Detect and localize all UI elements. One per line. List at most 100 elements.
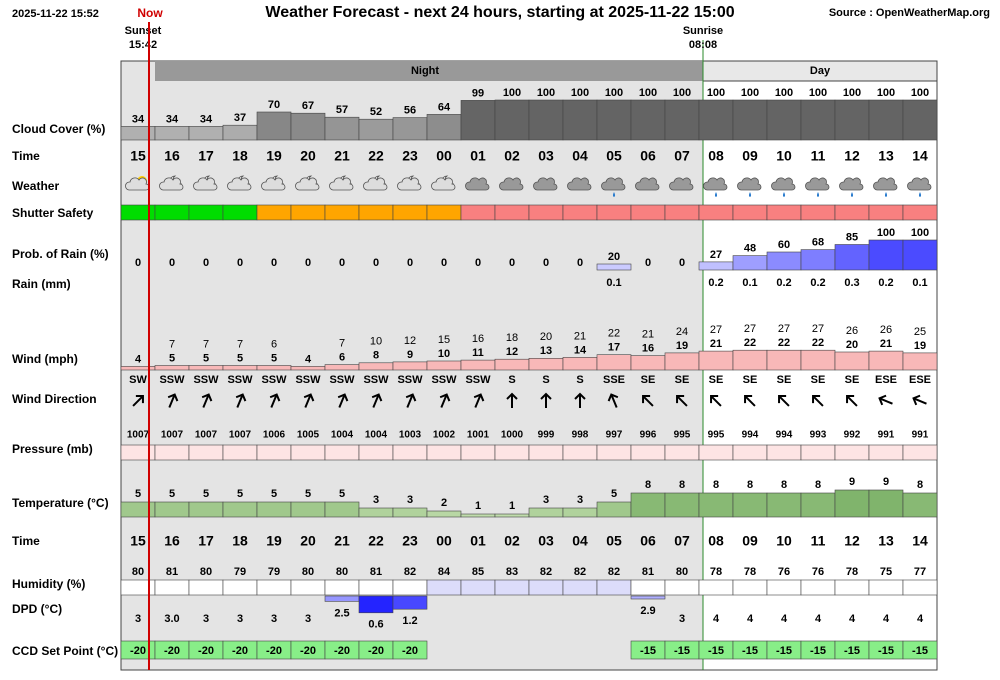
cloud-value: 100	[571, 87, 589, 99]
wind-bar	[868, 350, 904, 371]
weather-icon	[329, 175, 354, 191]
cloud	[431, 177, 456, 191]
cloud	[567, 177, 592, 191]
temperature-bar	[902, 492, 938, 518]
temperature-value: 8	[679, 479, 685, 491]
hour: 08	[708, 533, 724, 549]
rain-probability-value: 0	[645, 257, 651, 269]
temperature-value: 1	[475, 500, 481, 512]
wind-speed: 19	[676, 340, 688, 352]
dpd-value: 4	[883, 613, 890, 625]
wind-direction: SE	[709, 374, 724, 386]
pressure-cell	[256, 444, 292, 461]
wind-gust: 15	[438, 334, 450, 346]
wind-arrow	[303, 393, 315, 408]
cloud-bar	[596, 99, 632, 141]
row-label: Cloud Cover (%)	[12, 122, 105, 136]
temperature-bar	[528, 507, 564, 518]
dpd-value: 3.0	[164, 613, 179, 625]
weather-icon	[873, 177, 898, 197]
rain-probability-value: 27	[710, 249, 722, 261]
ccd-value: -15	[708, 645, 724, 657]
shutter-cell	[290, 204, 326, 221]
sunset-time: 15:42	[129, 39, 157, 51]
hour: 09	[742, 148, 758, 164]
sunrise-label: Sunrise	[683, 25, 723, 37]
cloud	[499, 177, 524, 191]
night-band	[155, 61, 703, 81]
wind-bar	[392, 361, 428, 371]
cloud-bar	[426, 114, 462, 141]
wind-speed: 5	[271, 352, 277, 364]
temperature-bar	[630, 492, 666, 518]
shutter-cell	[902, 204, 938, 221]
humidity-cell	[664, 579, 700, 596]
ccd-value: -20	[130, 645, 146, 657]
rain-probability-value: 20	[608, 251, 620, 263]
rain-probability-bar	[902, 239, 938, 271]
cloud-value: 34	[166, 113, 179, 125]
dpd-bar	[324, 595, 360, 602]
wind-gust: 16	[472, 333, 484, 345]
hour: 04	[572, 533, 588, 549]
cloud	[329, 177, 354, 191]
cloud-value: 64	[438, 101, 451, 113]
hour: 05	[606, 148, 622, 164]
pressure-value: 996	[640, 430, 657, 441]
cloud	[159, 177, 184, 191]
rain-value: 0.1	[912, 277, 927, 289]
rain-value: 0.3	[844, 277, 859, 289]
row-label: Wind Direction	[12, 392, 97, 406]
wind-bar	[290, 366, 326, 371]
cloud	[703, 177, 728, 191]
ccd-value: -20	[232, 645, 248, 657]
cloud	[771, 177, 796, 191]
raindrop	[613, 192, 615, 197]
pressure-value: 1006	[263, 430, 286, 441]
temperature-bar	[868, 489, 904, 518]
humidity-cell	[630, 579, 666, 596]
pressure-value: 993	[810, 430, 827, 441]
humidity-cell	[698, 579, 734, 596]
shutter-cell	[834, 204, 870, 221]
cloud	[635, 177, 660, 191]
temperature-bar	[392, 507, 428, 518]
humidity-value: 77	[914, 566, 926, 578]
humidity-value: 79	[268, 566, 280, 578]
wind-bar	[256, 365, 292, 371]
wind-gust: 7	[339, 338, 345, 350]
wind-direction: SSW	[431, 374, 457, 386]
hour: 11	[811, 533, 826, 549]
cloud-bar	[664, 99, 700, 141]
cloud-bar	[154, 126, 190, 141]
cloud-bar	[188, 126, 224, 141]
wind-direction: S	[576, 374, 583, 386]
hour: 03	[538, 148, 554, 164]
temperature-bar	[222, 501, 258, 518]
cloud-value: 34	[132, 113, 145, 125]
cloud	[465, 177, 490, 191]
weather-icon	[499, 177, 524, 191]
rain-probability-value: 0	[135, 257, 141, 269]
temperature-value: 8	[781, 479, 787, 491]
humidity-cell	[222, 579, 258, 596]
dpd-value: 3	[679, 613, 685, 625]
rain-probability-value: 0	[475, 257, 481, 269]
rain-probability-bar	[596, 263, 632, 271]
temperature-value: 8	[713, 479, 719, 491]
pressure-value: 1007	[127, 430, 150, 441]
hour: 03	[538, 533, 554, 549]
hour: 12	[844, 533, 860, 549]
dpd-value: 4	[917, 613, 924, 625]
pressure-value: 1004	[365, 430, 388, 441]
wind-gust: 20	[540, 331, 552, 343]
hour: 15	[130, 148, 146, 164]
shutter-cell	[630, 204, 666, 221]
cloud-value: 100	[605, 87, 623, 99]
cloud-bar	[800, 99, 836, 141]
cloud-value: 67	[302, 100, 314, 112]
humidity-cell	[188, 579, 224, 596]
rain-probability-value: 100	[911, 227, 929, 239]
temperature-value: 8	[917, 479, 923, 491]
cloud-value: 100	[911, 87, 929, 99]
